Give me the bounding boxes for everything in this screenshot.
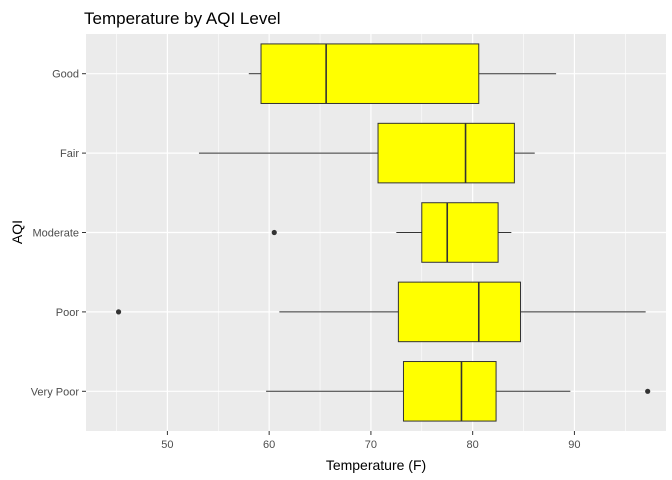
x-tick-label: 60 <box>263 439 275 451</box>
x-tick-label: 70 <box>365 439 377 451</box>
box-moderate <box>271 202 512 263</box>
box-fair <box>198 122 535 184</box>
x-ticks: 50 60 70 80 90 <box>161 431 581 451</box>
outlier-point <box>115 309 122 315</box>
y-tick-label: Fair <box>60 148 79 160</box>
y-tick-label: Moderate <box>33 228 79 240</box>
box-iqr <box>260 43 480 104</box>
outlier-point <box>645 388 651 394</box>
y-tick-label: Poor <box>56 307 80 319</box>
box-good <box>248 43 557 104</box>
y-tick-label: Good <box>52 69 79 81</box>
boxes <box>115 43 651 422</box>
box-poor <box>115 281 646 343</box>
y-tick-label: Very Poor <box>31 386 80 398</box>
chart-title: Temperature by AQI Level <box>84 9 281 28</box>
x-tick-label: 80 <box>467 439 479 451</box>
y-ticks: Good Fair Moderate Poor Very Poor <box>31 69 86 398</box>
outlier-point <box>271 229 277 236</box>
x-axis-title: Temperature (F) <box>326 457 426 473</box>
box-iqr <box>397 281 521 343</box>
box-very-poor <box>266 361 651 422</box>
x-tick-label: 90 <box>568 439 580 451</box>
box-iqr <box>402 361 497 422</box>
y-axis-title: AQI <box>9 220 25 244</box>
box-iqr <box>421 202 499 263</box>
box-iqr <box>377 122 515 184</box>
x-tick-label: 50 <box>161 439 173 451</box>
